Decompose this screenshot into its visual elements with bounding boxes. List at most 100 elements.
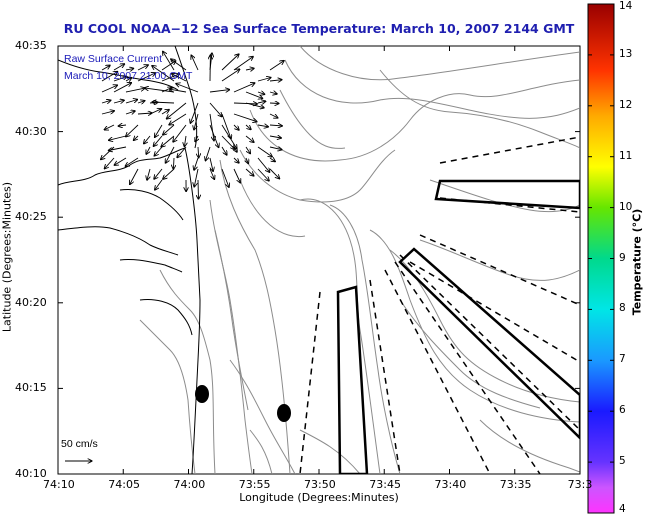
current-vector — [169, 113, 187, 125]
current-vector — [173, 157, 174, 169]
current-vector — [118, 125, 127, 126]
colorbar-tick-label: 8 — [619, 302, 626, 315]
current-vector — [161, 135, 175, 147]
current-vector — [257, 101, 266, 103]
current-vector — [205, 146, 211, 161]
current-vector — [101, 100, 111, 103]
traffic-separation-zones — [336, 179, 580, 474]
x-tick-label: 74:05 — [108, 478, 140, 491]
current-vector — [172, 74, 187, 82]
shipping-lanes — [299, 136, 580, 474]
current-vector — [153, 135, 163, 146]
current-vector — [152, 102, 175, 103]
current-vector — [113, 64, 125, 71]
current-vector — [269, 158, 275, 162]
current-vector — [233, 83, 255, 93]
current-vector — [269, 147, 282, 150]
current-vector — [257, 92, 265, 94]
x-tick-label: 73:45 — [369, 478, 401, 491]
current-vector — [137, 113, 152, 114]
current-vector — [144, 135, 151, 144]
current-vector — [166, 102, 187, 119]
current-vector — [165, 146, 175, 163]
axis-ticks — [57, 45, 581, 475]
current-vector — [245, 135, 254, 142]
x-tick-label: 74:10 — [43, 478, 75, 491]
annotation-line-1: Raw Surface Current — [64, 53, 163, 65]
x-tick-label: 73:35 — [499, 478, 532, 491]
current-vector — [257, 78, 271, 82]
current-vector — [125, 111, 135, 114]
current-vector — [269, 103, 279, 104]
current-vector — [113, 76, 127, 82]
current-vector — [155, 179, 163, 190]
current-vector — [269, 92, 277, 94]
colorbar-tick-label: 11 — [619, 149, 633, 162]
x-axis-label: Longitude (Degrees:Minutes) — [239, 491, 399, 504]
current-vector — [163, 51, 175, 71]
current-vector — [233, 113, 257, 122]
current-vector — [269, 168, 280, 179]
current-vector — [109, 135, 127, 140]
current-vector — [209, 168, 215, 180]
current-vector — [233, 124, 239, 130]
surface-current-vectors — [101, 51, 285, 199]
current-vector — [170, 89, 187, 93]
current-vector — [221, 113, 231, 139]
current-vector — [152, 66, 175, 82]
current-vector — [246, 157, 248, 164]
current-vector — [125, 88, 145, 93]
x-tick-label: 73:55 — [238, 478, 271, 491]
annotation-line-2: March 10, 2007 21:00 GMT — [64, 70, 193, 82]
current-vector — [269, 136, 281, 138]
current-vector — [137, 65, 148, 71]
current-vector — [245, 124, 251, 130]
current-vector — [194, 113, 199, 130]
current-vector — [177, 146, 187, 158]
current-vector — [221, 168, 229, 187]
current-vector — [130, 168, 139, 185]
current-vector — [137, 101, 145, 103]
current-vector — [114, 157, 127, 165]
current-vector — [108, 146, 127, 151]
current-vector — [191, 55, 199, 71]
current-vector — [233, 103, 257, 104]
x-tick-label: 73:50 — [304, 478, 336, 491]
colorbar-tick-label: 7 — [619, 353, 626, 366]
y-tick-label: 40:20 — [15, 295, 47, 309]
current-vector — [104, 124, 115, 130]
colorbar-tick-label: 13 — [619, 47, 633, 60]
current-vector — [163, 168, 175, 179]
current-vector — [209, 102, 222, 117]
current-vector — [269, 113, 278, 118]
current-vector — [194, 168, 199, 187]
colorbar-label: Temperature (°C) — [630, 208, 644, 316]
x-tick-label: 73:40 — [434, 478, 467, 491]
current-vector — [257, 146, 272, 157]
current-vector — [161, 110, 169, 115]
current-vector — [221, 54, 239, 71]
current-vector — [104, 157, 115, 169]
current-vector — [194, 157, 199, 170]
current-vector — [163, 124, 175, 135]
x-tick-label: 74:00 — [173, 478, 206, 491]
current-vector — [154, 168, 163, 179]
current-vector — [233, 157, 239, 163]
current-vector — [101, 111, 114, 115]
colorbar-ticks — [588, 3, 614, 514]
current-vector — [198, 179, 199, 199]
current-vector — [269, 125, 282, 126]
current-vector — [101, 65, 110, 71]
colorbar-tick-label: 12 — [619, 98, 633, 111]
current-vector — [125, 78, 132, 81]
current-vector — [245, 68, 254, 70]
current-vector — [154, 146, 163, 156]
y-tick-label: 40:30 — [15, 124, 47, 138]
current-vector — [146, 146, 150, 154]
current-vector — [125, 100, 138, 104]
current-vector — [125, 68, 134, 70]
current-vector — [147, 168, 150, 180]
colorbar-tick-label: 10 — [619, 200, 633, 213]
